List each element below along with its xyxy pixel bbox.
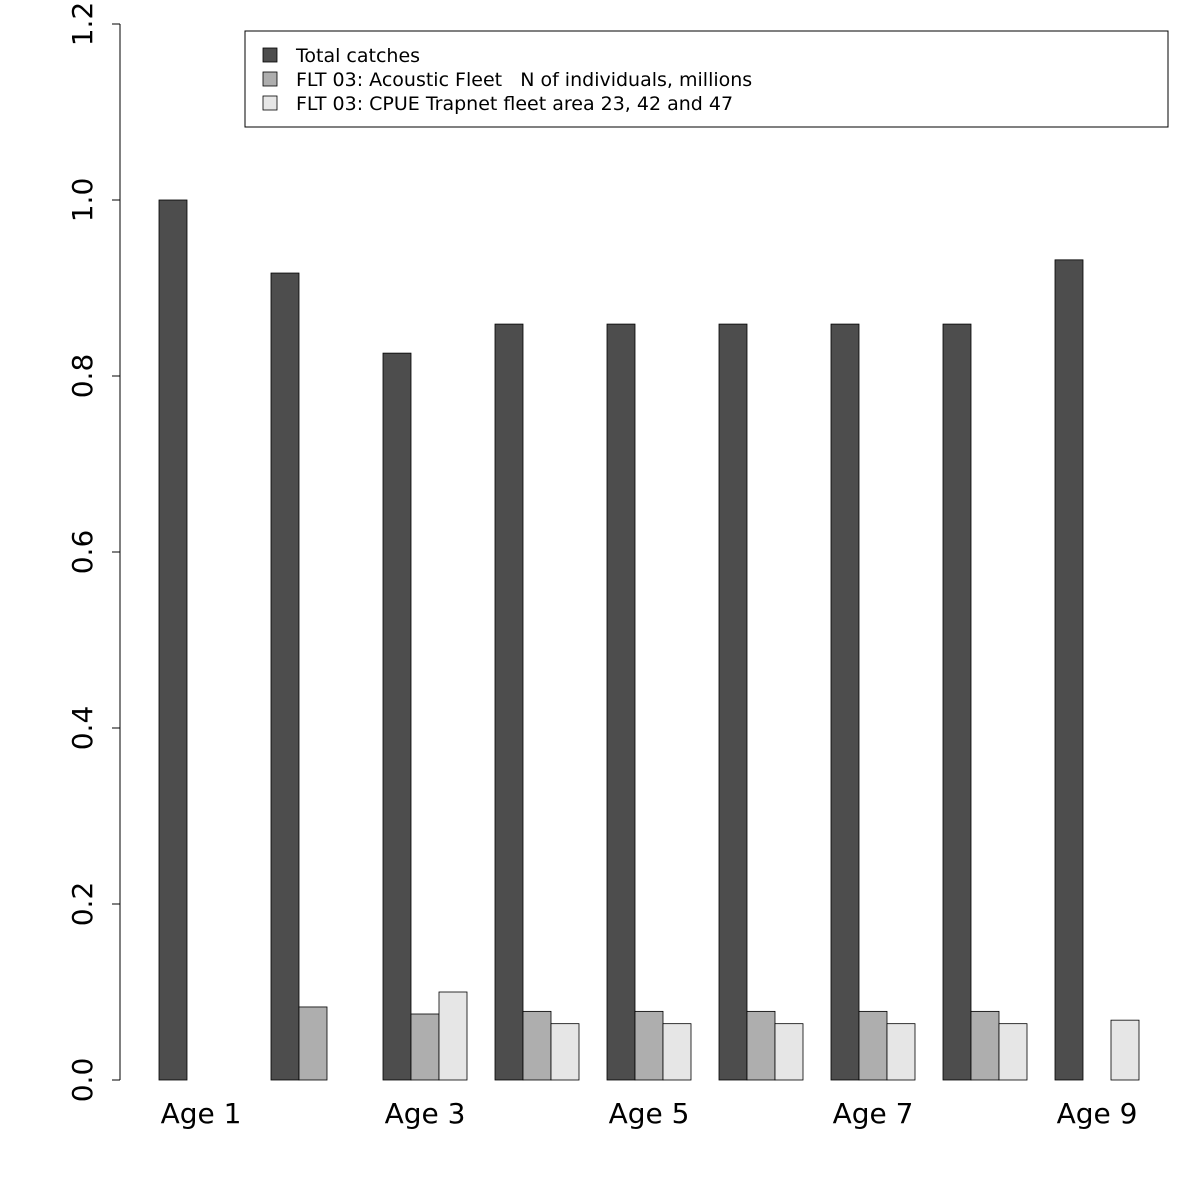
legend-box [244,30,1169,128]
legend-label: FLT 03: CPUE Trapnet fleet area 23, 42 a… [296,93,733,115]
y-tick-label: 1.0 [66,178,99,223]
bar [410,1013,440,1081]
bar [606,323,636,1081]
y-tick-label: 0.8 [66,354,99,399]
legend-label: FLT 03: Acoustic Fleet N of individuals,… [296,69,752,91]
bar [494,323,524,1081]
bar [774,1023,804,1081]
y-tick-label: 1.2 [66,2,99,47]
x-tick-label: Age 3 [385,1097,466,1130]
bar [942,323,972,1081]
bar [830,323,860,1081]
bar [970,1010,1000,1081]
y-tick-label: 0.0 [66,1058,99,1103]
legend-swatch [262,95,278,111]
x-tick-label: Age 5 [609,1097,690,1130]
bar [1110,1019,1140,1081]
y-tick-label: 0.2 [66,882,99,927]
x-tick-label: Age 9 [1057,1097,1138,1130]
x-tick-label: Age 1 [161,1097,242,1130]
x-tick-label: Age 7 [833,1097,914,1130]
bar [158,199,188,1081]
y-tick-label: 0.4 [66,706,99,751]
bar [298,1006,328,1081]
bar [270,272,300,1081]
bar [746,1010,776,1081]
bar [634,1010,664,1081]
y-tick-label: 0.6 [66,530,99,575]
bar [858,1010,888,1081]
legend-swatch [262,71,278,87]
bar [382,352,412,1081]
bar [438,991,468,1081]
bar [662,1023,692,1081]
bar [886,1023,916,1081]
bar [998,1023,1028,1081]
bar [1054,259,1084,1081]
bar [550,1023,580,1081]
bar [522,1010,552,1081]
bar [718,323,748,1081]
legend-label: Total catches [295,45,420,67]
legend-swatch [262,47,278,63]
